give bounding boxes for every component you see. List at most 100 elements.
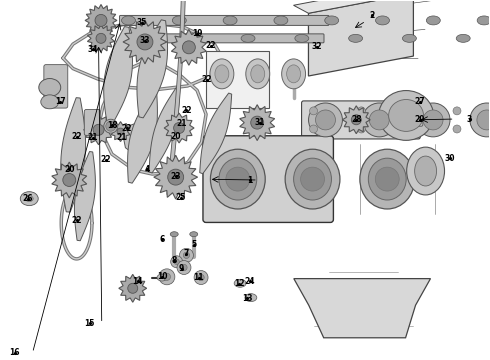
Polygon shape <box>123 123 147 155</box>
Text: 16: 16 <box>9 348 20 357</box>
Text: 5: 5 <box>191 240 196 249</box>
Circle shape <box>117 128 124 135</box>
Circle shape <box>310 107 318 115</box>
Polygon shape <box>84 115 114 145</box>
Circle shape <box>405 125 413 133</box>
Text: 21: 21 <box>87 133 98 142</box>
Circle shape <box>453 125 461 133</box>
Circle shape <box>309 103 343 137</box>
Ellipse shape <box>245 294 257 302</box>
Ellipse shape <box>426 16 441 25</box>
Ellipse shape <box>294 158 331 200</box>
Text: 26: 26 <box>23 194 33 203</box>
Text: 18: 18 <box>107 121 118 130</box>
Ellipse shape <box>41 95 59 109</box>
Ellipse shape <box>25 195 33 202</box>
Polygon shape <box>294 279 431 338</box>
FancyBboxPatch shape <box>404 113 423 126</box>
Text: 22: 22 <box>181 105 192 114</box>
Ellipse shape <box>349 34 363 42</box>
Circle shape <box>369 110 389 130</box>
Text: 14: 14 <box>132 276 143 285</box>
Circle shape <box>416 103 450 137</box>
Text: 3: 3 <box>467 114 472 123</box>
Circle shape <box>137 34 153 50</box>
Circle shape <box>95 14 107 26</box>
Circle shape <box>375 167 399 191</box>
Text: 6: 6 <box>159 235 165 244</box>
Ellipse shape <box>157 274 167 281</box>
Circle shape <box>106 121 116 131</box>
Ellipse shape <box>375 16 390 25</box>
FancyBboxPatch shape <box>44 65 68 108</box>
FancyBboxPatch shape <box>206 51 270 108</box>
Ellipse shape <box>360 149 415 209</box>
Circle shape <box>177 261 191 274</box>
Text: 22: 22 <box>72 132 82 141</box>
Ellipse shape <box>215 65 229 83</box>
Text: 29: 29 <box>415 115 425 124</box>
Circle shape <box>173 122 185 134</box>
Circle shape <box>181 264 187 271</box>
Circle shape <box>405 107 413 115</box>
Circle shape <box>198 274 204 281</box>
Text: 33: 33 <box>140 36 150 45</box>
Ellipse shape <box>190 232 198 237</box>
Polygon shape <box>61 98 86 212</box>
Ellipse shape <box>39 78 61 96</box>
Ellipse shape <box>122 16 135 25</box>
FancyBboxPatch shape <box>129 34 324 43</box>
Text: 10: 10 <box>157 272 167 281</box>
Text: 34: 34 <box>87 45 98 54</box>
Text: 27: 27 <box>415 97 425 106</box>
Polygon shape <box>200 93 232 174</box>
Ellipse shape <box>379 91 434 140</box>
Circle shape <box>310 125 318 133</box>
Ellipse shape <box>477 16 490 25</box>
Ellipse shape <box>456 34 470 42</box>
Text: 21: 21 <box>176 119 187 128</box>
FancyBboxPatch shape <box>301 101 420 139</box>
Circle shape <box>316 110 336 130</box>
Ellipse shape <box>295 34 309 42</box>
Text: 21: 21 <box>117 133 127 142</box>
Text: 20: 20 <box>64 165 74 174</box>
Ellipse shape <box>407 147 444 195</box>
Ellipse shape <box>274 16 288 25</box>
Ellipse shape <box>241 34 255 42</box>
Text: 12: 12 <box>234 279 245 288</box>
Circle shape <box>351 115 361 125</box>
Circle shape <box>300 167 324 191</box>
Ellipse shape <box>285 149 340 209</box>
Polygon shape <box>149 87 180 173</box>
Text: 30: 30 <box>445 154 455 163</box>
Text: 4: 4 <box>145 165 150 174</box>
FancyBboxPatch shape <box>203 136 333 222</box>
Ellipse shape <box>246 59 270 89</box>
Circle shape <box>174 259 179 265</box>
Ellipse shape <box>287 65 300 83</box>
Circle shape <box>96 33 106 43</box>
Polygon shape <box>111 122 130 141</box>
Circle shape <box>171 256 183 268</box>
Circle shape <box>93 124 104 135</box>
Ellipse shape <box>20 192 38 206</box>
Circle shape <box>168 169 184 185</box>
Text: 15: 15 <box>85 319 95 328</box>
FancyBboxPatch shape <box>120 15 329 26</box>
Polygon shape <box>127 91 157 183</box>
Text: 23: 23 <box>171 172 181 181</box>
Polygon shape <box>85 4 117 36</box>
Circle shape <box>179 248 194 262</box>
Text: 11: 11 <box>194 273 204 282</box>
Circle shape <box>453 107 461 115</box>
Polygon shape <box>154 155 197 199</box>
Circle shape <box>470 103 490 137</box>
Circle shape <box>182 41 196 54</box>
Circle shape <box>226 167 250 191</box>
Polygon shape <box>164 113 194 143</box>
Text: 13: 13 <box>242 294 253 303</box>
Ellipse shape <box>210 59 234 89</box>
Text: 28: 28 <box>351 115 362 124</box>
Polygon shape <box>52 162 87 198</box>
